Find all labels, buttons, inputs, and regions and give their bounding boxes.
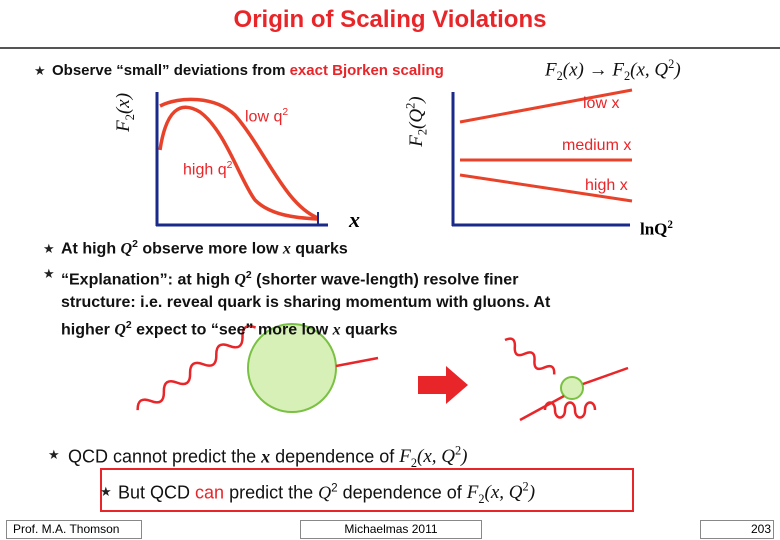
t: dependence of [270, 446, 400, 467]
arg: (x, Q [630, 59, 669, 81]
f: F [612, 59, 624, 81]
sup: 2 [522, 480, 529, 494]
t: x [332, 321, 341, 339]
bullet: QCD cannot predict the x dependence of F… [68, 444, 468, 471]
t: “Explanation”: at high [61, 271, 235, 289]
t: QCD cannot predict the [68, 446, 262, 467]
sub: 2 [556, 69, 563, 84]
sup: 2 [282, 107, 289, 118]
line-label: high x [585, 177, 628, 194]
arg: (x, Q [417, 446, 455, 468]
bullet-text: Observe “small” deviations from [52, 62, 290, 79]
bullet: But QCD can predict the Q2 dependence of… [118, 480, 535, 507]
f: F [545, 59, 557, 81]
t: x [282, 240, 291, 258]
bullet: “Explanation”: at high Q2 (shorter wave-… [61, 264, 571, 342]
sup: 2 [667, 219, 673, 231]
sup: 2 [125, 320, 132, 332]
formula: F2(x, Q2) [466, 480, 536, 507]
highlight: exact Bjorken scaling [289, 62, 444, 79]
sup: 2 [245, 270, 252, 281]
arg: ) [674, 59, 681, 81]
sub: 2 [122, 114, 137, 121]
t: low q [245, 108, 283, 126]
f: F [466, 482, 479, 504]
curve-label: low q2 [245, 107, 288, 126]
line-label: medium x [562, 137, 632, 154]
sup: 2 [331, 481, 338, 495]
arg: (x, Q [484, 482, 523, 504]
bullet: At high Q2 observe more low x quarks [61, 239, 348, 258]
t: Q [120, 240, 133, 258]
left-plot [155, 92, 328, 227]
axis-label: x [349, 207, 360, 232]
footer-term: Michaelmas 2011 [300, 520, 482, 539]
axis-label: F2(Q2) [404, 96, 431, 146]
f: F [399, 446, 411, 468]
arg: ) [405, 96, 427, 103]
f: F [405, 135, 427, 147]
t: predict the [224, 482, 319, 503]
t: quarks [290, 240, 348, 258]
t: Q [318, 482, 332, 503]
arg: ) [528, 482, 536, 504]
t: At high [61, 240, 121, 258]
sup: 2 [455, 444, 462, 458]
t: Q [234, 271, 246, 289]
sub: 2 [623, 69, 631, 84]
sup: 2 [226, 160, 233, 171]
f: F [113, 120, 135, 132]
title: Origin of Scaling Violations [233, 6, 547, 33]
formula: F2(x, Q2) [399, 444, 468, 471]
t: expect to “see” more low [131, 321, 333, 339]
t: (shorter wave-length) resolve finer stru… [61, 271, 551, 339]
t: x [261, 446, 271, 467]
right-plot [451, 88, 633, 227]
t: can [195, 482, 225, 503]
arg: (x) [562, 59, 584, 81]
sub: 2 [415, 128, 430, 136]
t: high q [183, 161, 227, 179]
curve-label: high q2 [183, 160, 232, 179]
arg: ) [461, 446, 468, 468]
line-label: low x [583, 95, 620, 112]
t: But QCD [118, 482, 196, 503]
t: quarks [340, 321, 398, 339]
t: observe more low [137, 240, 283, 258]
arg: (x) [113, 92, 135, 115]
t: dependence of [337, 482, 467, 503]
arrow [418, 366, 468, 404]
sub: 2 [478, 492, 485, 507]
rule [0, 47, 780, 49]
bullet: Observe “small” deviations from exact Bj… [52, 62, 444, 79]
footer-page: 203 [700, 520, 774, 539]
sup: 2 [668, 57, 675, 71]
highlight-box [100, 468, 634, 512]
t: Q [114, 321, 126, 339]
sup: 2 [403, 102, 418, 109]
arrow-sym: → [588, 59, 608, 81]
axis-label: lnQ2 [640, 219, 673, 240]
t: lnQ [640, 219, 668, 239]
arg: (Q [405, 108, 427, 129]
axis-label: F2(x) [113, 93, 138, 132]
footer-author: Prof. M.A. Thomson [6, 520, 142, 539]
sup: 2 [132, 239, 138, 250]
formula: F2(x) → F2(x, Q2) [545, 57, 681, 84]
diagram-right [504, 337, 629, 422]
diagram-left [136, 323, 379, 413]
sub: 2 [410, 456, 418, 471]
